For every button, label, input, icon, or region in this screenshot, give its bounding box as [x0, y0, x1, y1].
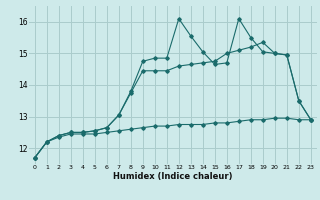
- X-axis label: Humidex (Indice chaleur): Humidex (Indice chaleur): [113, 172, 233, 181]
